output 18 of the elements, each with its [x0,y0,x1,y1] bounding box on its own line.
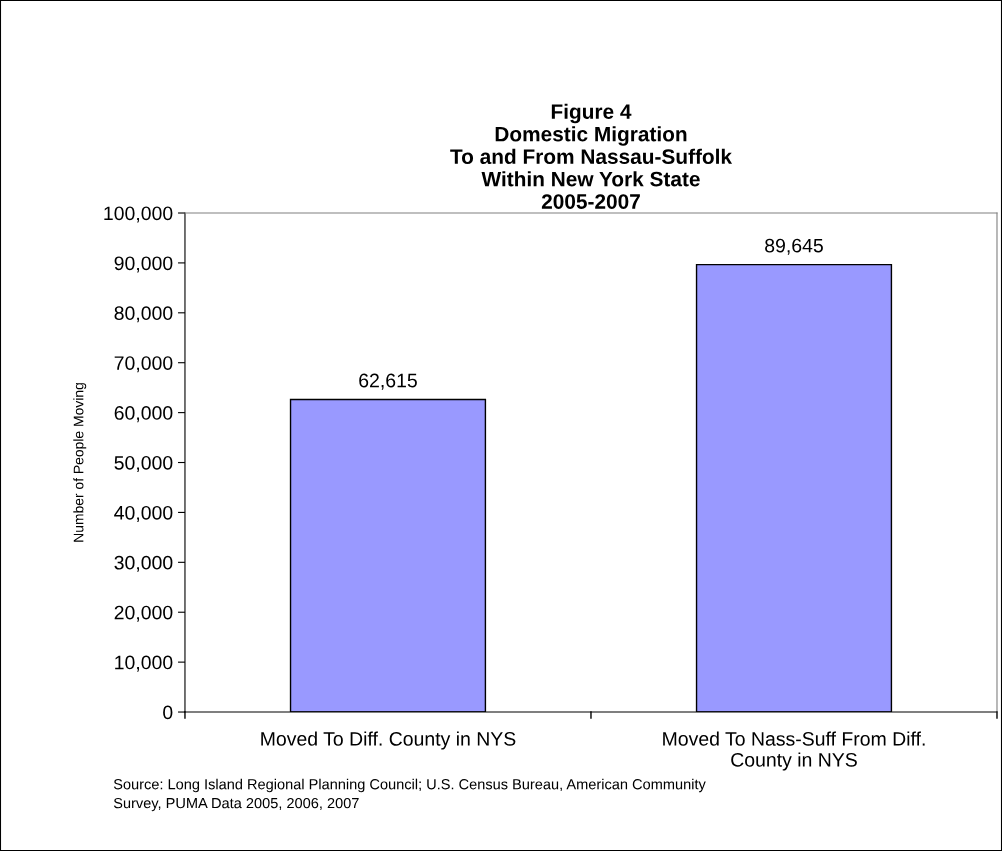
y-axis-title: Number of People Moving [73,383,87,542]
y-tick-label: 90,000 [114,256,173,273]
chart-title: Figure 4 Domestic Migration To and From Nassau-Suffolk Within New York State 2005-2007 [450,103,733,209]
y-tick-label: 10,000 [115,655,173,672]
y-tick-label: 80,000 [114,306,173,323]
y-tick-label: 0 [163,705,173,720]
source-note: Source: Long Island Regional Planning Council; U.S. Census Bureau, American Community Survey, PUMA Data 2005, 2006, 2007 [113,778,706,812]
x-tick-label: Moved To Diff. County in NYS [261,731,516,750]
y-tick-label: 100,000 [104,206,173,223]
y-tick-label: 30,000 [114,555,173,572]
y-tick-label: 20,000 [114,605,173,622]
y-tick-label: 40,000 [114,505,173,522]
y-tick-label: 50,000 [114,455,173,473]
x-tick-label: Moved To Nass-Suff From Diff. County in NYS [663,731,925,771]
data-label: 62,615 [359,373,417,390]
y-tick-label: 70,000 [114,356,173,373]
y-tick-label: 60,000 [114,406,173,423]
data-label: 89,645 [765,238,823,255]
